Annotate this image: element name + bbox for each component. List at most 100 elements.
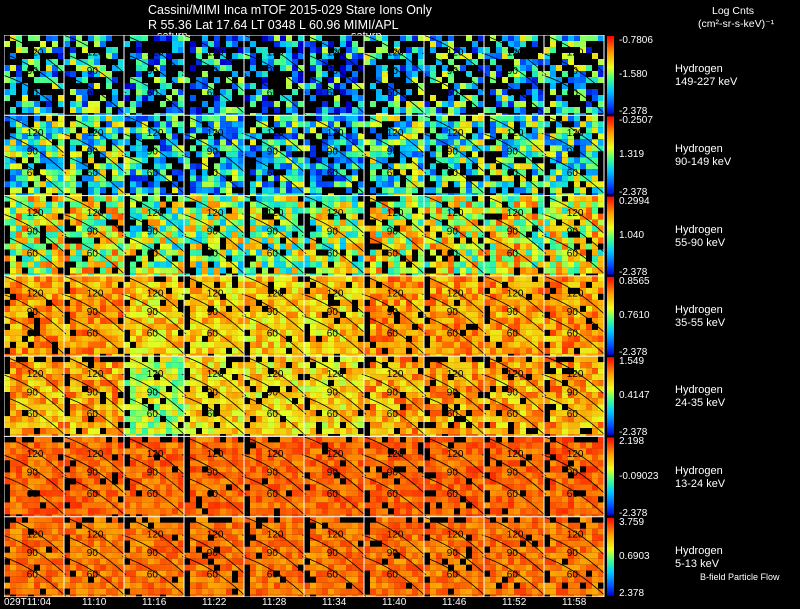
colorbar-units: (cm²-sr-s-keV)⁻¹ — [698, 18, 775, 30]
colorbar-min-value: 2.378 — [619, 588, 645, 599]
colorbar-mid-value: 0.6903 — [619, 550, 650, 562]
colorbar-mid-value: 0.7610 — [619, 310, 650, 321]
species-label: Hydrogen — [675, 384, 723, 397]
contour-label: 90 — [87, 468, 99, 479]
contour-label: 60 — [327, 489, 339, 500]
contour-label: 60 — [447, 329, 459, 340]
colorbar-max-value: 0.2994 — [619, 195, 650, 207]
energy-range-label: 35-55 keV — [675, 317, 726, 329]
contour-label: 120 — [87, 369, 104, 380]
contour-label: 60 — [267, 168, 279, 179]
contour-label: 60 — [27, 409, 39, 420]
bfield-particle-flow-label: B-field Particle Flow — [700, 572, 780, 582]
contour-label: 60 — [87, 489, 99, 500]
colorbar-max-value: 3.759 — [619, 516, 645, 528]
contour-label: 60 — [567, 570, 579, 581]
contour-label: 120 — [567, 449, 584, 460]
contour-label: 60 — [447, 570, 459, 581]
contour-label: 90 — [207, 307, 219, 318]
contour-label: 90 — [387, 387, 399, 398]
contour-label: 60 — [387, 88, 399, 99]
contour-label: 90 — [147, 468, 159, 479]
contour-label: 90 — [447, 387, 459, 398]
contour-label: 60 — [27, 248, 39, 259]
inca-image-grid: 120 90 60 120 90 60 120 90 60 120 90 60 120 90 60 120 90… — [4, 35, 614, 597]
contour-label: 90 — [267, 227, 279, 238]
contour-label: 120 — [327, 48, 344, 59]
contour-label: 90 — [267, 66, 279, 77]
colorbar — [607, 196, 614, 275]
row-label: Hydrogen 13-24 keV — [675, 465, 725, 491]
contour-label: 120 — [387, 529, 404, 540]
contour-label: 90 — [567, 307, 579, 318]
contour-label: 90 — [567, 387, 579, 398]
colorbar-min-value: -2.378 — [619, 427, 648, 439]
contour-label: 120 — [27, 449, 44, 460]
contour-label: 90 — [507, 66, 519, 77]
contour-label: 60 — [507, 88, 519, 99]
contour-label: 120 — [147, 289, 164, 300]
contour-label: 90 — [147, 227, 159, 238]
row-label: Hydrogen 149-227 keV — [675, 63, 737, 89]
contour-label: 60 — [207, 570, 219, 581]
contour-label: 60 — [27, 489, 39, 500]
contour-label: 120 — [447, 128, 464, 139]
colorbar-min-value: -2.378 — [619, 507, 648, 519]
contour-label: 120 — [27, 48, 44, 59]
contour-label: 60 — [207, 329, 219, 340]
contour-label: 90 — [87, 387, 99, 398]
contour-label: 60 — [147, 489, 159, 500]
contour-label: 90 — [267, 387, 279, 398]
contour-label: 120 — [267, 449, 284, 460]
contour-label: 120 — [387, 48, 404, 59]
contour-label: 60 — [87, 88, 99, 99]
contour-label: 60 — [267, 248, 279, 259]
contour-label: 120 — [207, 529, 224, 540]
contour-label: 90 — [387, 146, 399, 157]
contour-label: 60 — [207, 489, 219, 500]
contour-label: 120 — [567, 128, 584, 139]
contour-label: 90 — [267, 146, 279, 157]
contour-label: 60 — [507, 329, 519, 340]
species-label: Hydrogen — [675, 464, 723, 477]
contour-label: 90 — [267, 307, 279, 318]
contour-label: 120 — [327, 128, 344, 139]
colorbar-max-value: 0.8565 — [619, 275, 650, 287]
contour-label: 60 — [447, 489, 459, 500]
contour-label: 120 — [267, 289, 284, 300]
contour-label: 60 — [147, 570, 159, 581]
colorbar — [607, 116, 614, 195]
contour-label: 90 — [267, 468, 279, 479]
contour-label: 120 — [507, 369, 524, 380]
time-tick-label: 11:22 — [202, 597, 227, 608]
contour-label: 60 — [387, 248, 399, 259]
contour-label: 120 — [567, 289, 584, 300]
contour-label: 60 — [87, 248, 99, 259]
contour-label: 120 — [27, 529, 44, 540]
time-tick-label: 11:34 — [322, 597, 347, 608]
species-label: Hydrogen — [675, 544, 723, 557]
contour-label: 60 — [567, 489, 579, 500]
time-tick-label: 11:40 — [382, 597, 407, 608]
contour-label: 120 — [327, 369, 344, 380]
contour-label: 60 — [327, 168, 339, 179]
energy-range-label: 13-24 keV — [675, 477, 726, 490]
row-label: Hydrogen 24-35 keV — [675, 384, 725, 410]
contour-label: 90 — [27, 146, 39, 157]
contour-label: 120 — [447, 529, 464, 540]
contour-label: 60 — [327, 570, 339, 581]
contour-label: 60 — [267, 88, 279, 99]
contour-label: 120 — [207, 128, 224, 139]
contour-label: 90 — [147, 307, 159, 318]
contour-label: 120 — [87, 529, 104, 540]
contour-label: 120 — [207, 208, 224, 219]
energy-range-label: 5-13 keV — [675, 557, 720, 570]
contour-label: 120 — [147, 449, 164, 460]
contour-label: 120 — [327, 289, 344, 300]
contour-label: 60 — [447, 409, 459, 420]
colorbar-max-value: -0.2507 — [619, 115, 653, 127]
contour-label: 90 — [207, 227, 219, 238]
time-tick-label: 11:46 — [442, 597, 467, 608]
contour-label: 90 — [327, 66, 339, 77]
contour-label: 60 — [567, 329, 579, 340]
